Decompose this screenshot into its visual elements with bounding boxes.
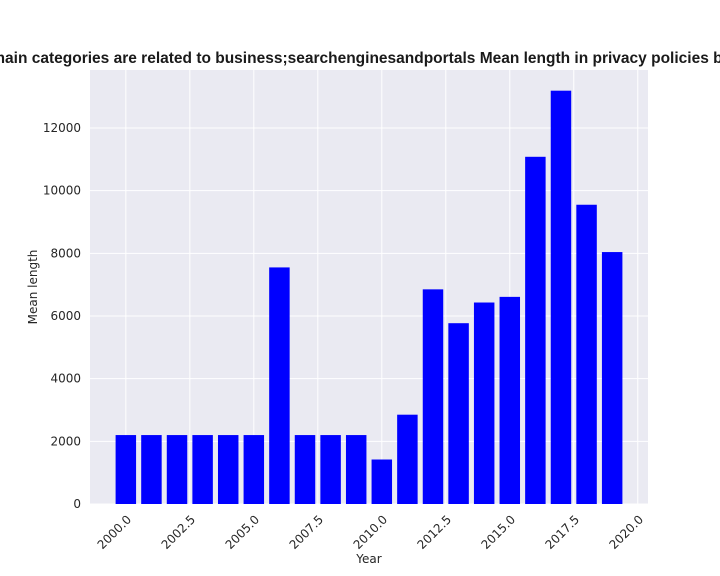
bar-2014 — [473, 302, 495, 504]
bar-2008 — [320, 435, 341, 504]
bar-2006 — [269, 267, 290, 504]
y-tick-label: 8000 — [50, 246, 81, 260]
y-tick-label: 4000 — [50, 372, 81, 386]
x-tick-label: 2017.5 — [543, 512, 583, 552]
bar-2018 — [576, 204, 597, 504]
x-axis-label: Year — [355, 552, 381, 566]
x-tick-label: 2012.5 — [415, 512, 455, 552]
x-tick-label: 2002.5 — [159, 512, 199, 552]
y-axis-label: Mean length — [26, 250, 40, 325]
x-tick-label: 2010.0 — [351, 512, 391, 552]
x-tick-label: 2020.0 — [607, 512, 647, 552]
y-axis-ticks: 0 2000 4000 6000 8000 10000 12000 — [43, 121, 81, 511]
bar-2005 — [243, 435, 265, 504]
bar-2012 — [422, 289, 444, 504]
chart-title: Domain categories are related to busines… — [0, 50, 720, 67]
bar-2015 — [499, 296, 521, 504]
bar-2013 — [448, 323, 469, 504]
bar-2016 — [525, 156, 546, 505]
y-tick-label: 0 — [73, 497, 81, 511]
y-tick-label: 10000 — [43, 184, 81, 198]
bar-2002 — [166, 435, 188, 504]
bar-2019 — [601, 252, 623, 504]
bar-2003 — [192, 435, 213, 504]
y-tick-label: 2000 — [50, 434, 81, 448]
x-tick-label: 2005.0 — [223, 512, 263, 552]
bar-2007 — [294, 435, 316, 504]
bar-2001 — [141, 435, 162, 504]
bar-2004 — [217, 435, 239, 504]
y-tick-label: 6000 — [50, 309, 81, 323]
y-tick-label: 12000 — [43, 121, 81, 135]
x-tick-label: 2007.5 — [287, 512, 327, 552]
bar-2000 — [115, 435, 137, 504]
bar-2017 — [550, 90, 572, 505]
x-tick-label: 2000.0 — [95, 512, 135, 552]
bar-2009 — [345, 435, 367, 504]
bar-2011 — [397, 414, 418, 504]
bar-2010 — [371, 459, 393, 504]
x-axis-ticks: 2000.0 2002.5 2005.0 2007.5 2010.0 2012.5 2015… — [95, 512, 647, 552]
bars — [115, 90, 623, 505]
x-tick-label: 2015.0 — [479, 512, 519, 552]
